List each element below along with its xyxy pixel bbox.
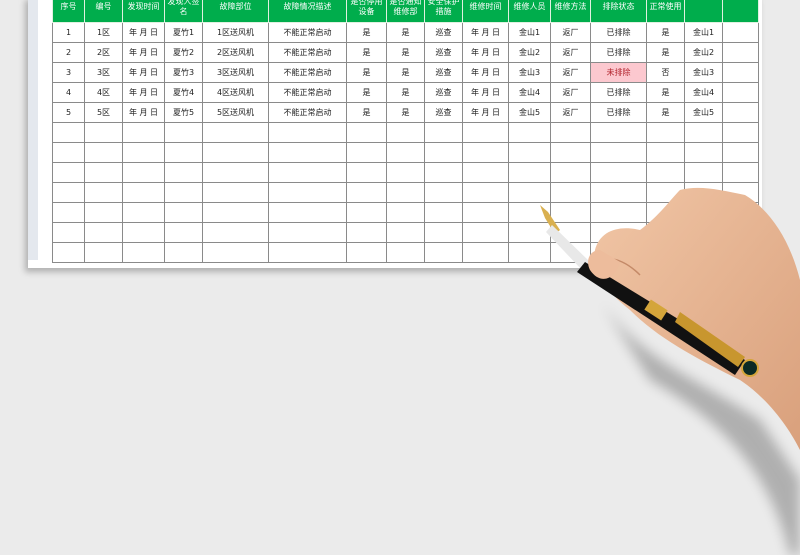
table-row: 5 5区年 月 日夏竹5 5区送风机 不能正常启动是是巡查年 月 日金山5 返厂 已排除是… [52,102,759,123]
column-header[interactable]: 维修人员 [508,0,551,23]
empty-row [52,162,759,183]
empty-row [52,142,759,163]
column-header[interactable]: 安全保护措施 [424,0,463,23]
column-header[interactable]: 发现时间 [122,0,165,23]
spreadsheet-sheet: 序号 编号 发现时间 发现人签名 故障部位 故障情况描述 是否停用设备 是否通知维修部 安全保护… [28,0,762,268]
column-header[interactable]: 维修时间 [462,0,509,23]
header-row: 序号 编号 发现时间 发现人签名 故障部位 故障情况描述 是否停用设备 是否通知维修部 安全保护… [52,0,759,23]
column-header[interactable]: 发现人签名 [164,0,203,23]
table-row: 2 2区年 月 日夏竹2 2区送风机 不能正常启动是是巡查年 月 日金山2 返厂 已排除是… [52,42,759,63]
table-row: 3 3区年 月 日夏竹3 3区送风机 不能正常启动是是巡查年 月 日金山3 返厂 未排除否… [52,62,759,83]
fault-record-table: 序号 编号 发现时间 发现人签名 故障部位 故障情况描述 是否停用设备 是否通知维修部 安全保护… [52,0,759,263]
column-header[interactable]: 排除状态 [590,0,647,23]
sheet-edge [28,0,38,260]
fountain-pen [540,205,759,377]
column-header[interactable]: 维修方法 [550,0,591,23]
empty-row [52,122,759,143]
hand-shape [594,187,800,450]
column-header[interactable]: 正常使用 [646,0,685,23]
column-header[interactable] [722,0,759,23]
empty-row [52,242,759,263]
table-row: 4 4区年 月 日夏竹4 4区送风机 不能正常启动是是巡查年 月 日金山4 返厂 已排除是… [52,82,759,103]
